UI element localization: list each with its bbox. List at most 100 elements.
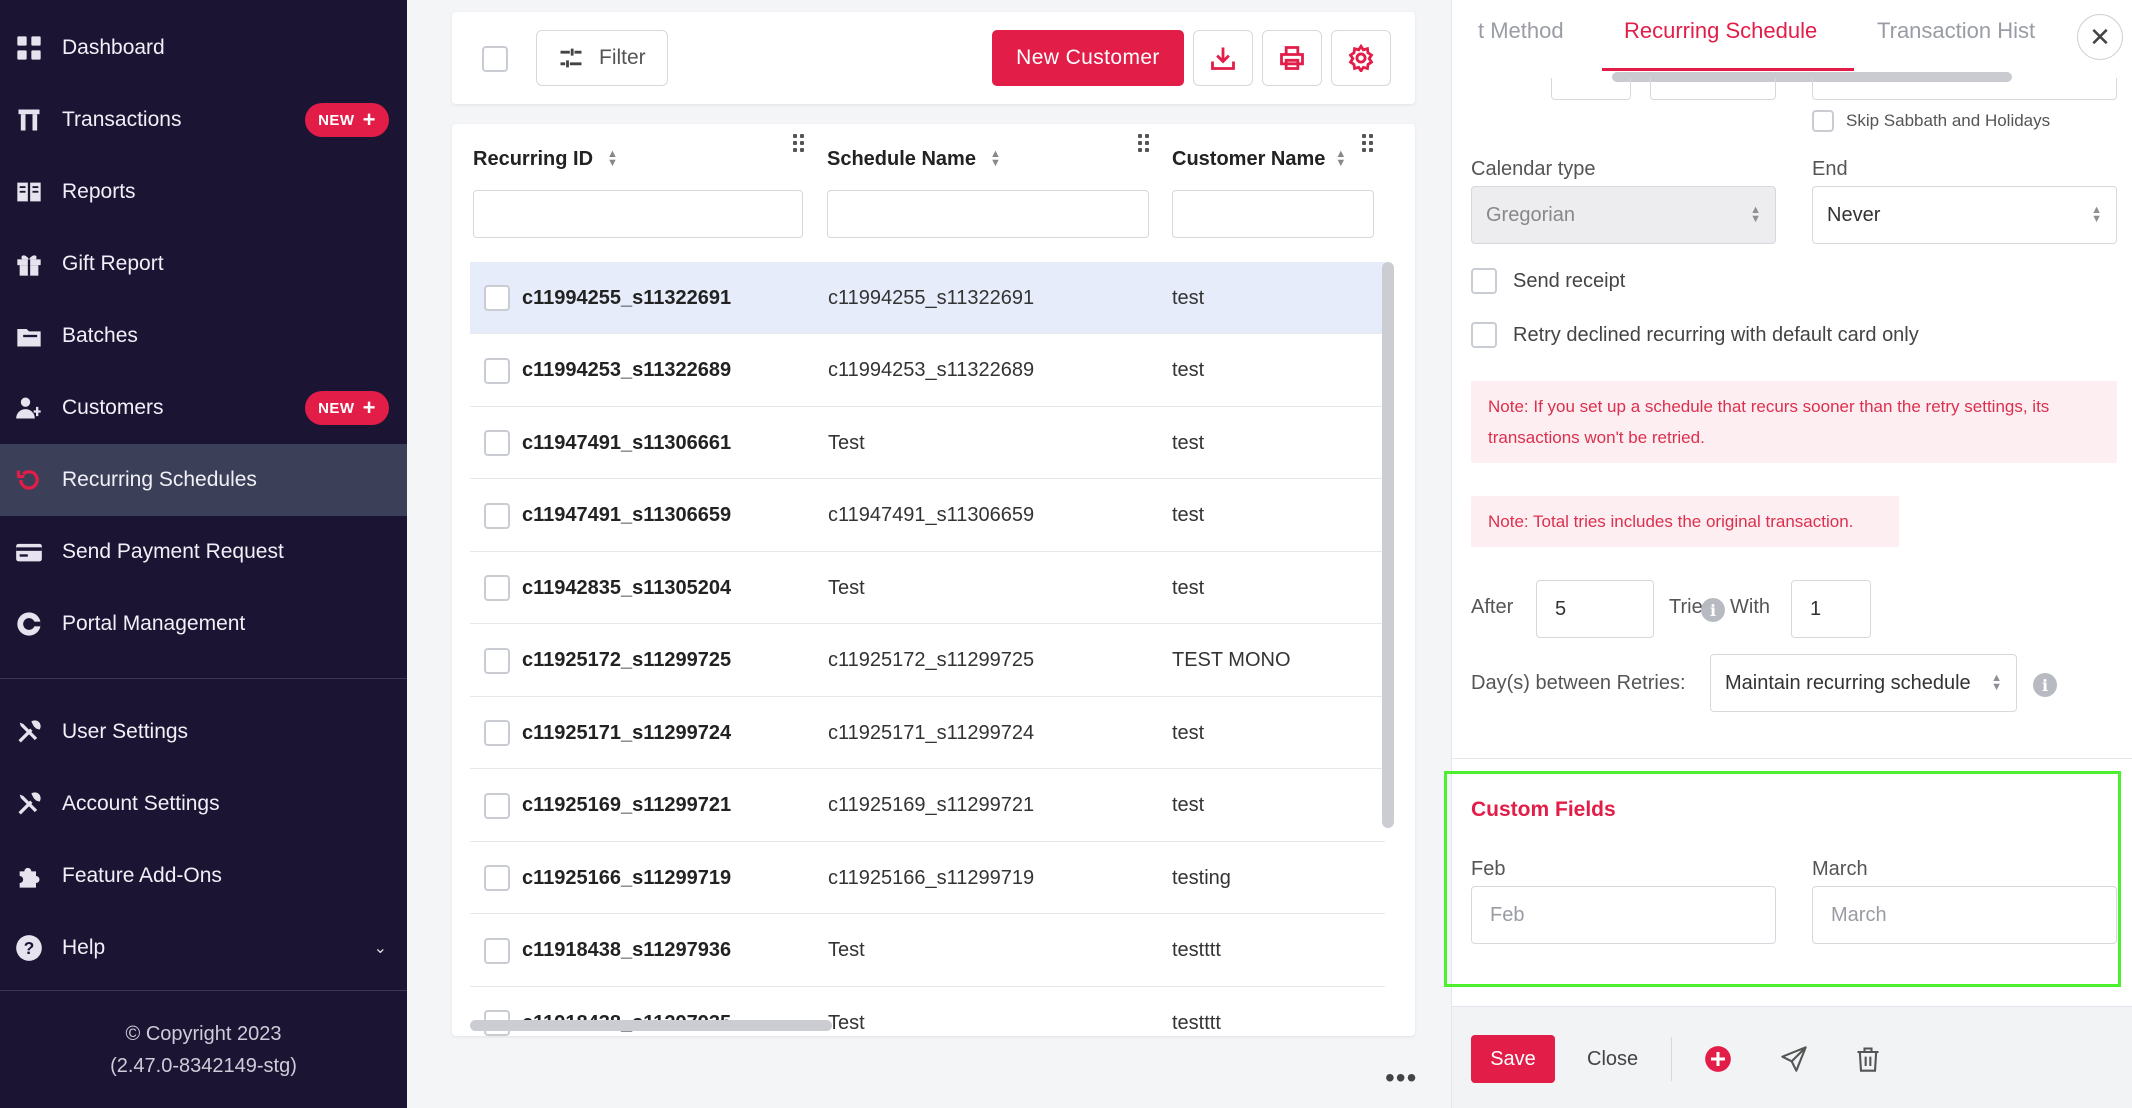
retry-declined-checkbox[interactable]: Retry declined recurring with default ca… bbox=[1471, 322, 1919, 348]
recurring-id-filter-input[interactable] bbox=[473, 190, 803, 238]
tries-label: Tries bbox=[1634, 596, 1713, 619]
days-between-retries-select[interactable]: Maintain recurring schedule ▲ ▼ bbox=[1710, 654, 2017, 712]
new-customer-button[interactable]: New Customer bbox=[992, 30, 1184, 86]
tab-transaction-history[interactable]: Transaction Hist bbox=[1877, 18, 2036, 43]
sidebar-item-feature-add-ons[interactable]: Feature Add-Ons bbox=[0, 840, 407, 912]
row-checkbox[interactable] bbox=[484, 575, 510, 601]
sidebar-item-gift-report[interactable]: Gift Report bbox=[0, 228, 407, 300]
row-checkbox[interactable] bbox=[484, 647, 510, 674]
row-checkbox[interactable] bbox=[484, 937, 510, 964]
delete-button[interactable] bbox=[1848, 1039, 1888, 1079]
customer-name-filter-input[interactable] bbox=[1172, 190, 1374, 238]
send-button[interactable] bbox=[1774, 1039, 1814, 1079]
after-tries-input[interactable]: 5 bbox=[1536, 580, 1654, 638]
table-row[interactable]: c11947491_s11306661 Test test bbox=[470, 407, 1385, 479]
custom-fields-title: Custom Fields bbox=[1471, 798, 1616, 821]
sidebar-item-reports[interactable]: Reports bbox=[0, 156, 407, 228]
sidebar-item-recurring-schedules[interactable]: Recurring Schedules bbox=[0, 444, 407, 516]
sort-icon[interactable]: ▲ ▼ bbox=[1335, 148, 1347, 169]
schedule-name-cell: c11925169_s11299721 bbox=[828, 794, 1035, 816]
trash-icon bbox=[1857, 1047, 1879, 1072]
table-row[interactable]: c11942835_s11305204 Test test bbox=[470, 552, 1385, 624]
table-row[interactable]: c11925172_s11299725 c11925172_s11299725 TE… bbox=[470, 625, 1385, 697]
portal-icon bbox=[14, 609, 44, 639]
checkbox-label: Skip Sabbath and Holidays bbox=[1846, 111, 2051, 130]
column-drag-handle-icon[interactable] bbox=[1138, 134, 1150, 156]
select-value: Maintain recurring schedule bbox=[1725, 671, 1971, 694]
sidebar-item-user-settings[interactable]: User Settings bbox=[0, 696, 407, 768]
select-all-checkbox[interactable] bbox=[482, 46, 508, 72]
print-button[interactable] bbox=[1262, 30, 1322, 86]
row-checkbox[interactable] bbox=[484, 285, 510, 311]
column-drag-handle-icon[interactable] bbox=[793, 134, 805, 156]
row-checkbox[interactable] bbox=[484, 357, 510, 384]
sidebar-item-batches[interactable]: Batches bbox=[0, 300, 407, 372]
table-row[interactable]: c11925166_s11299719 c11925166_s11299719 te… bbox=[470, 842, 1385, 914]
send-receipt-checkbox[interactable]: Send receipt bbox=[1471, 268, 1625, 294]
select-arrows-icon: ▲ ▼ bbox=[1750, 204, 1761, 225]
table-row[interactable]: c11994253_s11322689 c11994253_s11322689 te… bbox=[470, 335, 1385, 407]
sort-icon[interactable]: ▲ ▼ bbox=[607, 148, 618, 169]
table-row[interactable]: c11994255_s11322691 c11994255_s11322691 te… bbox=[470, 262, 1385, 334]
tab-payment-method[interactable]: t Method bbox=[1478, 18, 1564, 43]
customer-name-cell: testing bbox=[1172, 866, 1231, 889]
column-header-recurring-id[interactable]: Recurring ID ▲ ▼ bbox=[473, 134, 618, 184]
sidebar-item-account-settings[interactable]: Account Settings bbox=[0, 768, 407, 840]
send-icon bbox=[1781, 1046, 1807, 1072]
payment-request-icon bbox=[14, 537, 44, 567]
close-panel-button[interactable]: ✕ bbox=[2077, 14, 2123, 60]
row-checkbox[interactable] bbox=[484, 720, 510, 746]
recurring-id-cell: c11994255_s11322691 bbox=[522, 286, 732, 309]
add-button[interactable] bbox=[1698, 1039, 1738, 1079]
row-checkbox[interactable] bbox=[484, 792, 510, 819]
march-input[interactable] bbox=[1812, 886, 2117, 944]
row-checkbox[interactable] bbox=[484, 865, 510, 891]
download-button[interactable] bbox=[1193, 30, 1253, 86]
sidebar-item-transactions[interactable]: Transactions NEW + bbox=[0, 84, 407, 156]
sidebar-item-label: Account Settings bbox=[62, 792, 220, 815]
tab-recurring-schedule[interactable]: Recurring Schedule bbox=[1624, 18, 1818, 43]
table-row[interactable]: c11925171_s11299724 c11925171_s11299724 te… bbox=[470, 697, 1385, 769]
info-icon[interactable]: i bbox=[1701, 598, 1725, 622]
table-row[interactable]: c11918438_s11297936 Test testttt bbox=[470, 915, 1385, 987]
row-checkbox[interactable] bbox=[484, 502, 510, 529]
sidebar-item-help[interactable]: ? Help ⌄ bbox=[0, 912, 407, 984]
table-row[interactable]: c11925169_s11299721 c11925169_s11299721 te… bbox=[470, 770, 1385, 842]
sidebar-item-portal-management[interactable]: Portal Management bbox=[0, 588, 407, 660]
end-select[interactable]: Never ▲ ▼ bbox=[1812, 186, 2117, 244]
checkbox-box[interactable] bbox=[1471, 268, 1497, 294]
horizontal-scrollbar[interactable] bbox=[470, 1020, 832, 1031]
row-checkbox[interactable] bbox=[484, 430, 510, 456]
sidebar-item-send-payment-request[interactable]: Send Payment Request bbox=[0, 516, 407, 588]
sidebar-item-customers[interactable]: Customers NEW + bbox=[0, 372, 407, 444]
table-row[interactable]: c11947491_s11306659 c11947491_s11306659 te… bbox=[470, 480, 1385, 552]
with-input[interactable]: 1 bbox=[1791, 580, 1871, 638]
more-options-icon[interactable]: ••• bbox=[1385, 1062, 1418, 1093]
new-badge[interactable]: NEW + bbox=[305, 103, 389, 137]
skip-sabbath-checkbox[interactable]: Skip Sabbath and Holidays bbox=[1812, 110, 2050, 132]
reports-icon bbox=[14, 177, 44, 207]
select-value: Never bbox=[1827, 203, 1881, 226]
feb-input[interactable] bbox=[1471, 886, 1776, 944]
calendar-type-select[interactable]: Gregorian ▲ ▼ bbox=[1471, 186, 1776, 244]
save-button[interactable]: Save bbox=[1471, 1035, 1555, 1083]
sidebar-item-dashboard[interactable]: Dashboard bbox=[0, 12, 407, 84]
customers-icon bbox=[14, 393, 44, 423]
info-icon[interactable]: i bbox=[2033, 673, 2057, 697]
new-badge[interactable]: NEW + bbox=[305, 391, 389, 425]
column-header-customer-name[interactable]: Customer Name ▲ ▼ bbox=[1172, 134, 1346, 184]
close-button[interactable]: Close bbox=[1587, 1047, 1639, 1070]
sort-icon[interactable]: ▲ ▼ bbox=[989, 148, 1001, 169]
column-drag-handle-icon[interactable] bbox=[1362, 134, 1374, 156]
checkbox-box[interactable] bbox=[1471, 322, 1497, 348]
recurring-id-cell: c11942835_s11305204 bbox=[522, 576, 732, 599]
customer-name-cell: test bbox=[1172, 286, 1205, 309]
column-header-schedule-name[interactable]: Schedule Name ▲ ▼ bbox=[827, 134, 1001, 184]
filter-button[interactable]: Filter bbox=[536, 30, 668, 86]
checkbox-box[interactable] bbox=[1812, 110, 1834, 132]
chevron-down-icon[interactable]: ⌄ bbox=[373, 940, 387, 957]
schedule-name-filter-input[interactable] bbox=[827, 190, 1149, 238]
settings-button[interactable] bbox=[1331, 30, 1391, 86]
vertical-scrollbar[interactable] bbox=[1382, 262, 1394, 828]
tabs-scrollbar[interactable] bbox=[1612, 72, 2012, 82]
